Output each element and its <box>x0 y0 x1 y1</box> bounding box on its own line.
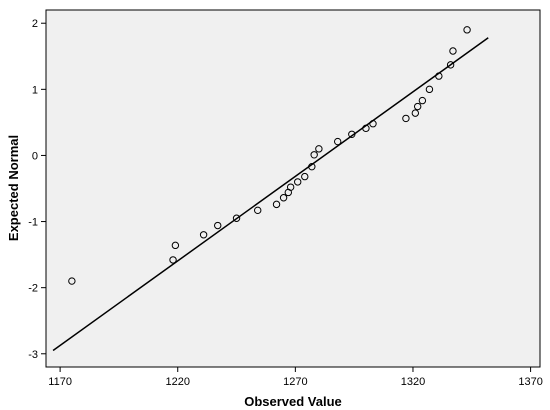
data-point <box>279 194 288 202</box>
x-axis-ticks: 1170 1220 1270 1320 1370 <box>48 367 543 388</box>
reference-line-group <box>52 37 489 352</box>
x-tick-label: 1370 <box>518 376 542 388</box>
y-axis-title: Expected Normal <box>6 135 21 241</box>
data-point <box>362 124 370 133</box>
x-tick-label: 1170 <box>48 376 72 388</box>
data-point <box>214 221 222 230</box>
data-point <box>294 178 302 186</box>
data-point <box>199 231 208 239</box>
data-point <box>425 85 434 94</box>
data-point <box>171 241 180 250</box>
data-point <box>310 151 318 159</box>
y-tick-label: 1 <box>32 84 38 96</box>
data-point <box>286 183 295 191</box>
data-points <box>68 26 471 285</box>
data-point <box>254 206 262 215</box>
data-point <box>446 61 455 69</box>
reference-line <box>52 37 489 352</box>
data-point <box>435 72 443 80</box>
data-point <box>411 109 420 117</box>
data-point <box>463 26 471 34</box>
data-point <box>68 277 76 285</box>
data-point <box>169 256 177 264</box>
x-tick-label: 1320 <box>401 376 425 388</box>
data-point <box>301 172 309 181</box>
data-point <box>232 214 241 222</box>
y-axis-ticks: -3 -2 -1 0 1 2 <box>28 18 46 361</box>
plot-area <box>45 9 541 368</box>
data-point <box>418 96 427 105</box>
data-point <box>449 47 457 55</box>
data-point <box>333 137 342 146</box>
x-axis-title: Observed Value <box>244 394 342 409</box>
y-tick-label: -2 <box>28 283 38 295</box>
y-tick-label: 0 <box>32 150 38 162</box>
data-point <box>402 114 410 123</box>
x-tick-label: 1270 <box>283 376 307 388</box>
data-point <box>413 102 422 111</box>
y-tick-label: -1 <box>28 217 38 229</box>
x-tick-label: 1220 <box>165 376 189 388</box>
data-point <box>369 120 377 128</box>
data-point <box>348 130 356 138</box>
y-tick-label: -3 <box>28 349 38 361</box>
y-tick-label: 2 <box>32 18 38 30</box>
data-point <box>315 145 323 153</box>
data-point <box>272 200 281 209</box>
data-point <box>308 162 316 171</box>
